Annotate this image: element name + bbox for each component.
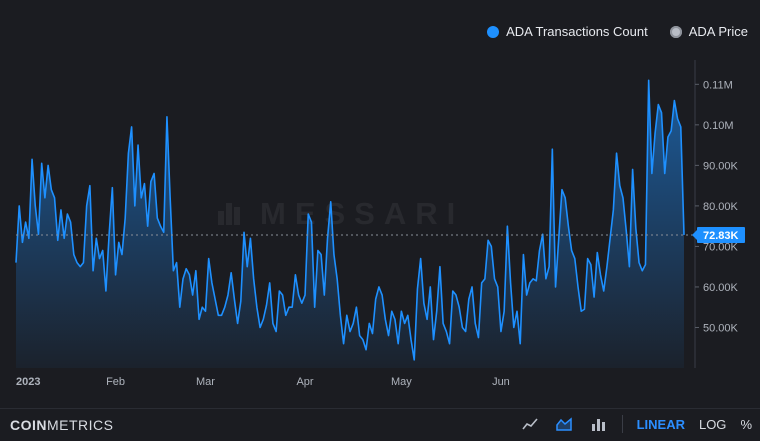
y-tick-label: 70.00K (703, 241, 739, 253)
log-scale-button[interactable]: LOG (698, 416, 727, 432)
line-chart-icon[interactable] (520, 415, 540, 433)
chart[interactable]: 50.00K 60.00K 70.00K 80.00K 90.00K 0.10M 0.11M… (0, 0, 760, 408)
messari-logo-icon (218, 203, 248, 225)
x-tick-label: Feb (106, 376, 125, 388)
legend-item-transactions[interactable]: ADA Transactions Count (487, 24, 648, 39)
y-tick-label: 50.00K (703, 322, 739, 334)
last-value-badge (697, 226, 745, 243)
series-area (16, 80, 684, 368)
toolbar-divider (621, 415, 623, 433)
legend-label-price: ADA Price (688, 24, 748, 39)
y-tick-label: 0.10M (703, 120, 734, 132)
legend-dot-icon (487, 25, 500, 38)
linear-scale-button[interactable]: LINEAR (636, 416, 685, 432)
percent-scale-button[interactable]: % (740, 416, 752, 432)
x-tick-label: May (391, 376, 412, 388)
bar-chart-icon[interactable] (588, 415, 608, 433)
chart-footer: COINMETRICS LINEAR LOG % (0, 408, 760, 441)
legend: ADA Transactions Count ADA Price (487, 24, 748, 39)
chart-toolbar: LINEAR LOG % (520, 415, 752, 433)
watermark-text: MESSARI (260, 196, 465, 231)
x-tick-label: Jun (492, 376, 510, 388)
area-chart-icon[interactable] (554, 415, 574, 433)
coinmetrics-logo: COINMETRICS (10, 417, 114, 433)
y-tick-label: 90.00K (703, 160, 739, 172)
x-tick-label: 2023 (16, 376, 40, 388)
last-value-label: 72.83K (703, 230, 739, 242)
x-tick-label: Apr (296, 376, 313, 388)
series-line-transactions[interactable] (15, 79, 685, 361)
x-tick-label: Mar (196, 376, 215, 388)
y-tick-label: 0.11M (703, 79, 733, 91)
legend-label-transactions: ADA Transactions Count (506, 24, 648, 39)
y-tick-label: 80.00K (703, 201, 739, 213)
last-value-pointer (692, 229, 697, 240)
y-tick-label: 60.00K (703, 282, 739, 294)
messari-watermark: MESSARI (218, 196, 464, 232)
legend-dot-icon (669, 25, 682, 38)
legend-item-price[interactable]: ADA Price (669, 24, 748, 39)
